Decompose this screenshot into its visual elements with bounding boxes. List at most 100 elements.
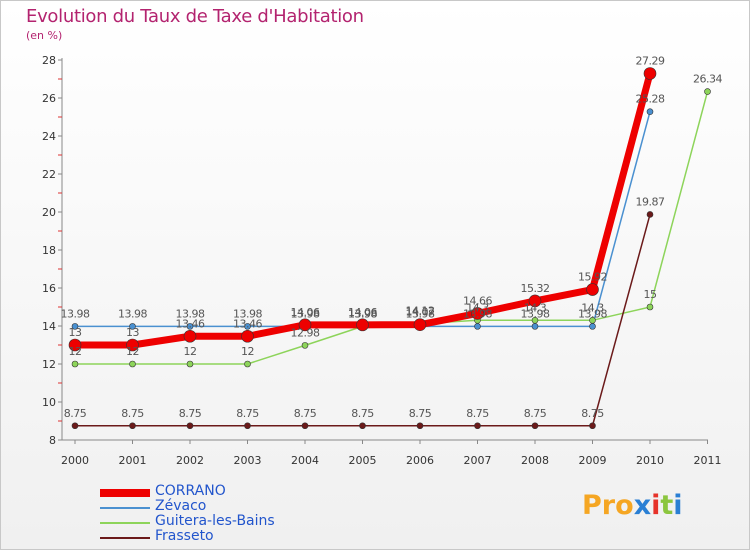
data-label: 8.75: [294, 407, 317, 420]
x-tick-label: 2008: [521, 454, 549, 467]
data-point: [413, 318, 427, 331]
data-label: 12: [69, 345, 82, 358]
data-label: 27.29: [636, 54, 665, 67]
data-point: [586, 283, 599, 296]
logo-letter: P: [582, 490, 602, 521]
y-tick-label: 10: [42, 396, 56, 409]
data-point: [416, 422, 424, 430]
legend-swatch: [100, 537, 150, 539]
data-label: 13.46: [176, 317, 205, 330]
logo-letter: t: [660, 490, 674, 521]
logo-letter: i: [651, 490, 661, 521]
legend-label: CORRANO: [155, 483, 226, 499]
data-label: 8.75: [236, 407, 259, 420]
x-tick-label: 2011: [694, 454, 722, 467]
data-label: 8.75: [466, 407, 489, 420]
proxiti-logo: Proxiti: [582, 490, 683, 521]
data-label: 8.75: [179, 407, 202, 420]
data-label: 26.34: [693, 73, 722, 86]
data-point: [71, 360, 79, 368]
legend-swatch: [100, 522, 150, 524]
logo-letter: o: [615, 490, 634, 521]
y-tick-label: 8: [49, 434, 56, 447]
x-tick-label: 2001: [119, 454, 147, 467]
y-tick-label: 26: [42, 92, 56, 105]
data-point: [244, 422, 251, 430]
x-tick-label: 2000: [61, 454, 89, 467]
y-tick-label: 14: [42, 320, 56, 333]
data-label: 13.98: [233, 307, 262, 320]
chart-title: Evolution du Taux de Taxe d'Habitation: [26, 6, 364, 27]
data-point: [186, 360, 194, 368]
y-tick-label: 18: [42, 244, 56, 257]
data-label: 13.98: [61, 307, 90, 320]
x-tick-label: 2006: [406, 454, 434, 467]
x-tick-label: 2003: [234, 454, 262, 467]
data-label: 15: [644, 288, 657, 301]
data-point: [531, 422, 539, 430]
data-label: 12: [184, 345, 197, 358]
x-tick-label: 2005: [349, 454, 377, 467]
data-point: [646, 108, 654, 115]
data-label: 8.75: [351, 407, 374, 420]
x-tick-label: 2002: [176, 454, 204, 467]
data-point: [244, 323, 251, 330]
logo-letter: i: [673, 490, 683, 521]
data-label: 13.98: [176, 307, 205, 320]
data-label: 13.98: [118, 307, 147, 320]
logo-letter: r: [601, 490, 616, 521]
data-point: [183, 329, 197, 343]
data-point: [646, 211, 654, 218]
data-point: [186, 323, 194, 330]
data-point: [646, 303, 654, 311]
data-point: [528, 294, 542, 308]
data-point: [71, 323, 79, 330]
data-label: 19.87: [636, 195, 665, 208]
data-point: [301, 342, 309, 349]
data-point: [186, 422, 194, 430]
data-label: 14.06: [291, 306, 320, 319]
data-label: 14.07: [406, 306, 435, 319]
data-point: [241, 329, 254, 343]
data-label: 13.98: [521, 307, 550, 320]
data-label: 13: [126, 326, 139, 339]
legend-label: Zévaco: [155, 498, 207, 514]
x-tick-label: 2004: [291, 454, 319, 467]
data-point: [298, 318, 312, 332]
data-label: 14.3: [524, 301, 547, 314]
chart-subtitle: (en %): [26, 29, 63, 42]
data-label: 8.75: [121, 407, 144, 420]
data-point: [704, 88, 711, 95]
data-label: 12: [241, 345, 254, 358]
data-label: 13.98: [578, 307, 607, 320]
data-label: 25.28: [636, 93, 665, 106]
data-point: [589, 422, 596, 430]
data-label: 15.92: [578, 271, 607, 284]
data-point: [531, 316, 539, 324]
data-label: 8.75: [524, 407, 547, 420]
data-point: [474, 422, 481, 430]
logo-letter: x: [633, 490, 652, 521]
data-label: 14.12: [406, 305, 435, 318]
data-point: [356, 318, 369, 332]
data-point: [68, 338, 82, 352]
data-point: [129, 323, 136, 330]
legend-swatch: [100, 489, 150, 497]
data-label: 14.3: [581, 301, 604, 314]
y-tick-label: 16: [42, 282, 56, 295]
data-label: 8.75: [581, 407, 604, 420]
x-tick-label: 2009: [579, 454, 607, 467]
data-label: 12.98: [291, 326, 320, 339]
data-label: 14.06: [348, 306, 377, 319]
data-label: 8.75: [64, 407, 87, 420]
y-tick-label: 22: [42, 168, 56, 181]
data-label: 15.32: [521, 282, 550, 295]
data-point: [589, 316, 596, 324]
data-point: [643, 67, 657, 80]
data-point: [244, 360, 251, 368]
data-point: [471, 307, 484, 320]
data-label: 13.98: [463, 307, 492, 320]
data-point: [71, 422, 79, 430]
